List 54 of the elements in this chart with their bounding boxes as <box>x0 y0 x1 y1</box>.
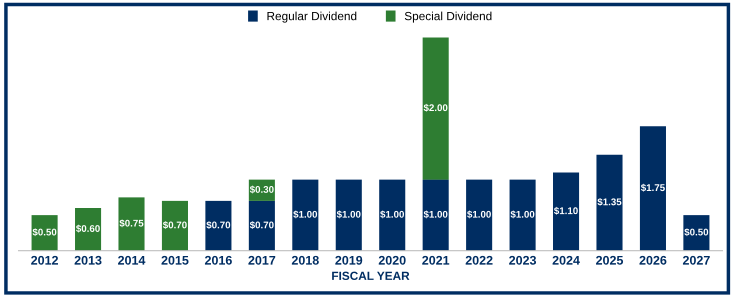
data-label: $0.60 <box>76 224 100 233</box>
data-label: $1.00 <box>424 210 448 218</box>
bar <box>422 180 449 251</box>
x-tick-label: 2022 <box>466 256 493 265</box>
data-label: $0.50 <box>684 228 708 236</box>
bar <box>205 200 232 251</box>
bar <box>379 180 406 251</box>
bar <box>118 197 145 251</box>
bar <box>248 200 275 251</box>
legend-label: Regular Dividend <box>267 12 356 23</box>
bar <box>553 172 580 251</box>
data-label: $0.70 <box>206 221 230 230</box>
x-tick-label: 2020 <box>378 256 406 265</box>
bar <box>162 200 188 251</box>
bar <box>32 215 58 251</box>
x-tick-label: 2026 <box>639 256 666 265</box>
data-label: $1.75 <box>640 184 665 192</box>
bar <box>292 180 318 251</box>
bar <box>596 154 623 251</box>
bar <box>640 126 666 251</box>
data-label: $1.00 <box>293 210 318 218</box>
x-tick-label: 2021 <box>422 256 450 265</box>
x-tick-label: 2013 <box>74 256 102 265</box>
data-label: $2.00 <box>424 104 448 112</box>
data-label: $0.70 <box>162 221 187 230</box>
x-tick-label: 2012 <box>31 256 58 265</box>
x-tick-label: 2017 <box>248 256 276 265</box>
data-label: $1.35 <box>597 198 622 206</box>
x-tick-label: 2018 <box>292 256 319 265</box>
x-tick-label: 2014 <box>118 256 146 265</box>
bar <box>683 215 710 251</box>
x-tick-label: 2023 <box>509 256 536 265</box>
bar <box>422 37 449 180</box>
data-label: $1.10 <box>554 206 578 215</box>
x-tick-label: 2015 <box>161 256 189 265</box>
bar <box>510 180 536 251</box>
x-tick-label: 2027 <box>682 256 710 265</box>
x-tick-label: 2024 <box>552 256 580 265</box>
bar <box>336 180 362 251</box>
data-label: $1.00 <box>380 210 404 218</box>
x-tick-label: 2016 <box>204 256 232 265</box>
data-label: $0.50 <box>32 228 56 236</box>
bar <box>466 180 492 251</box>
x-axis-title: FISCAL YEAR <box>332 272 410 280</box>
data-label: $1.00 <box>467 210 491 218</box>
data-label: $0.70 <box>250 221 274 230</box>
data-label: $1.00 <box>336 210 361 218</box>
data-label: $1.00 <box>510 210 534 218</box>
x-tick-label: 2019 <box>335 256 362 265</box>
legend-label: Special Dividend <box>404 12 492 23</box>
data-label: $0.30 <box>250 186 274 194</box>
bar <box>75 208 102 251</box>
data-label: $0.75 <box>119 219 144 228</box>
x-tick-label: 2025 <box>596 256 624 265</box>
